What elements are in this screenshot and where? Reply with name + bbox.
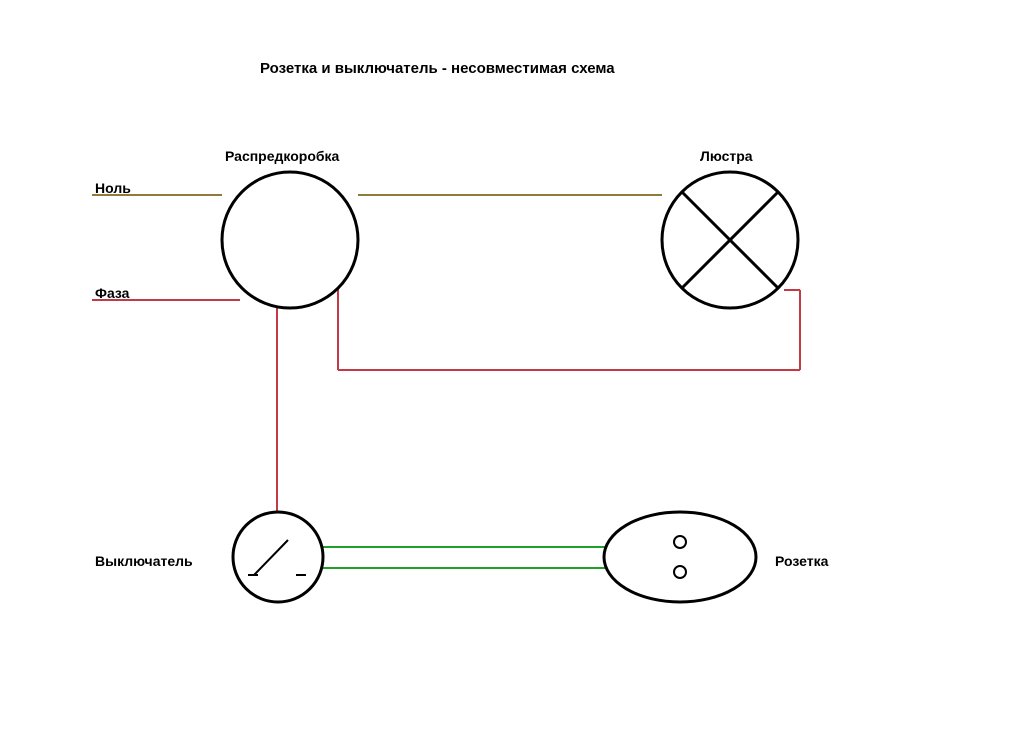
junction-box-symbol bbox=[222, 172, 358, 308]
outlet-symbol bbox=[604, 512, 756, 602]
diagram-title: Розетка и выключатель - несовместимая сх… bbox=[260, 60, 615, 77]
junction-box-label: Распредкоробка bbox=[225, 148, 339, 164]
switch-symbol bbox=[233, 512, 323, 602]
switch-label: Выключатель bbox=[95, 553, 193, 569]
chandelier-symbol bbox=[662, 172, 798, 308]
phase-label: Фаза bbox=[95, 285, 129, 301]
chandelier-label: Люстра bbox=[700, 148, 753, 164]
wiring-diagram bbox=[0, 0, 1028, 742]
neutral-label: Ноль bbox=[95, 180, 131, 196]
outlet-label: Розетка bbox=[775, 553, 828, 569]
